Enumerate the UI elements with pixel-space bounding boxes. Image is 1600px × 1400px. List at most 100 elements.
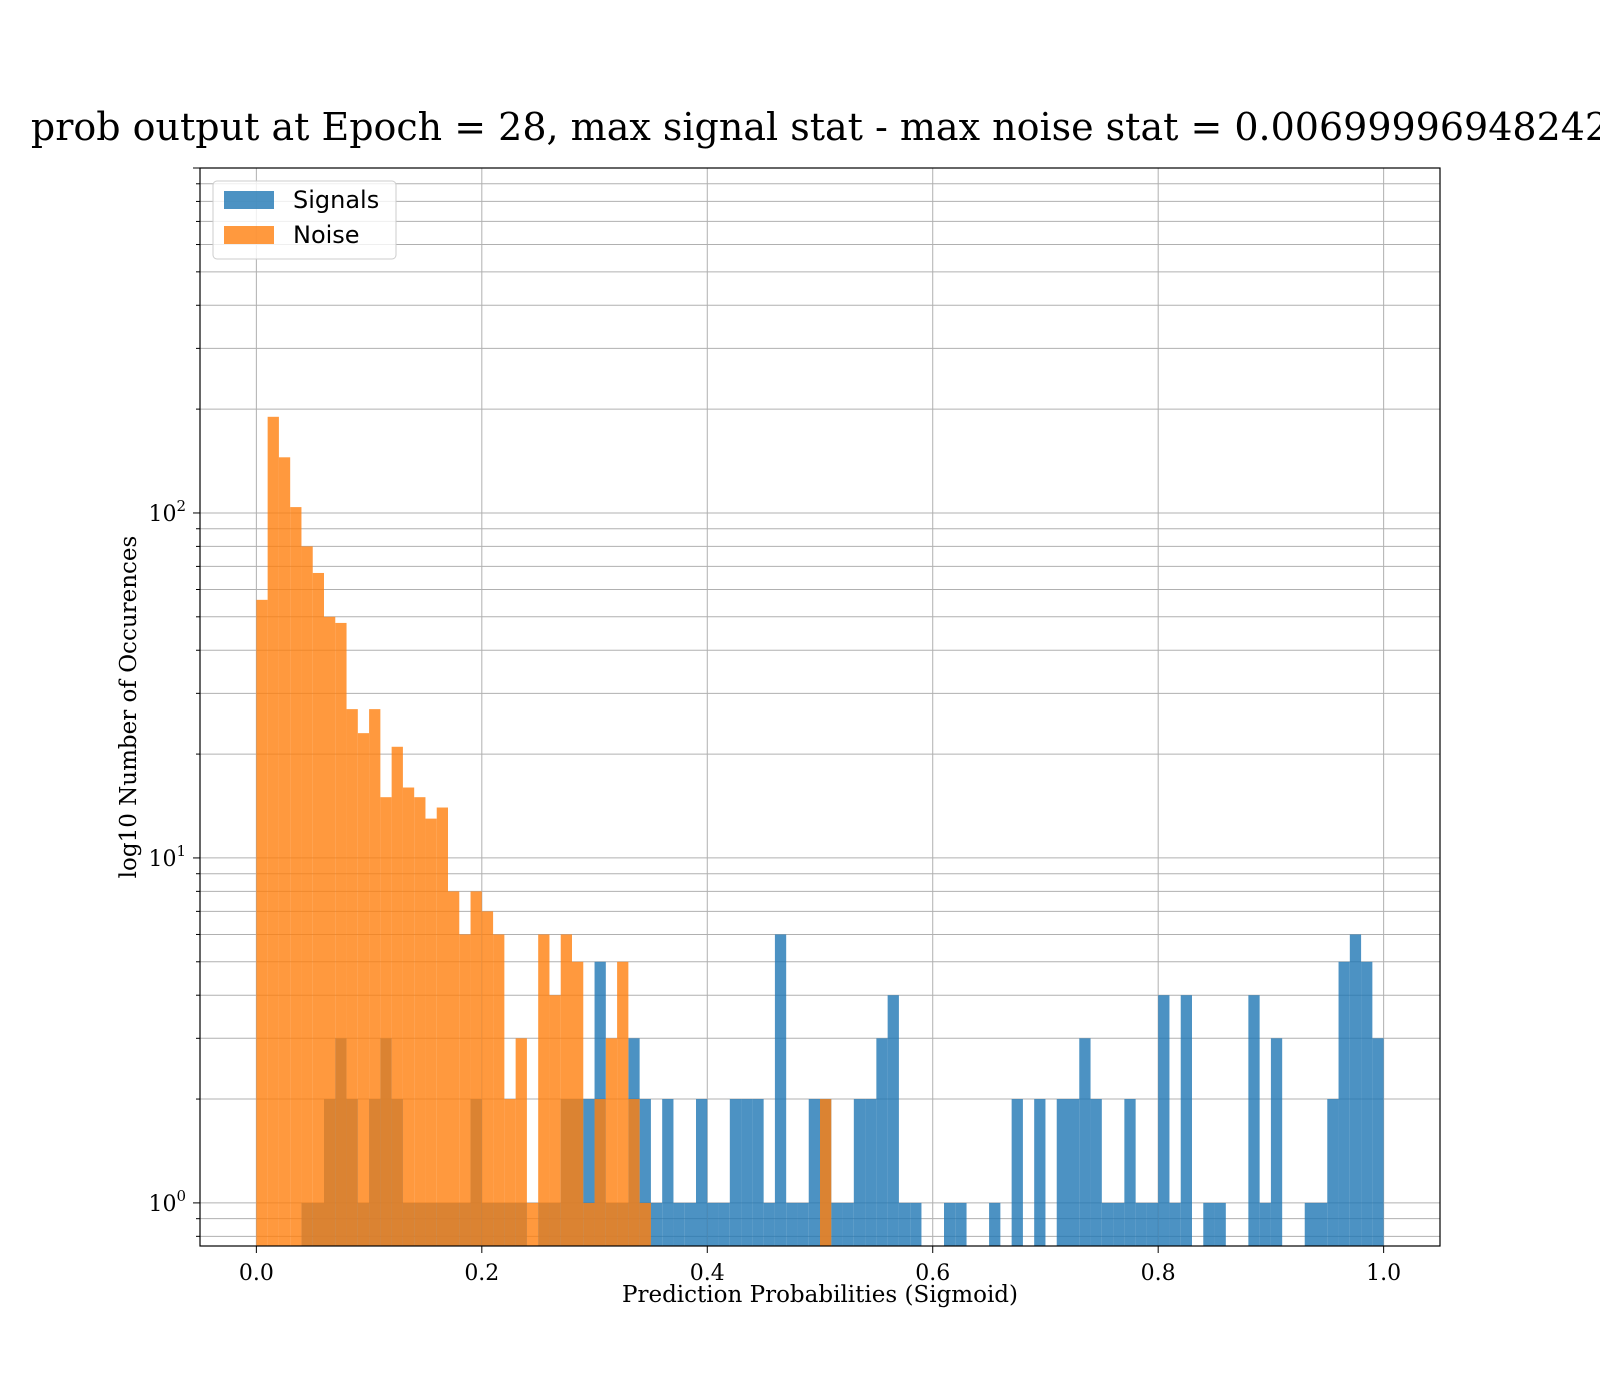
- bar-noise: [459, 934, 471, 1246]
- bar-noise: [414, 797, 426, 1246]
- bar-noise: [560, 934, 572, 1246]
- bar-signals: [662, 1099, 674, 1246]
- bar-noise: [290, 507, 302, 1246]
- bar-signals: [876, 1038, 888, 1246]
- bar-noise: [324, 616, 336, 1246]
- bar-signals: [1101, 1202, 1114, 1246]
- bar-signals: [1361, 961, 1373, 1246]
- bar-noise: [628, 1099, 640, 1246]
- series-noise: [256, 416, 832, 1246]
- bar-noise: [436, 807, 448, 1246]
- bar-signals: [707, 1202, 719, 1246]
- bar-signals: [1248, 995, 1260, 1246]
- bar-signals: [684, 1202, 696, 1246]
- bar-noise: [820, 1099, 832, 1246]
- bar-signals: [718, 1202, 730, 1246]
- x-tick-label: 0.0: [239, 1261, 274, 1286]
- bar-signals: [673, 1202, 685, 1246]
- bar-signals: [1146, 1202, 1159, 1246]
- bar-noise: [402, 787, 415, 1246]
- bar-noise: [572, 961, 584, 1246]
- bar-noise: [538, 934, 550, 1246]
- x-tick-label: 0.4: [690, 1261, 725, 1286]
- bar-signals: [1135, 1202, 1147, 1246]
- legend-swatch-signals: [224, 191, 274, 209]
- bar-signals: [1316, 1202, 1328, 1246]
- bar-noise: [346, 709, 358, 1246]
- bar-noise: [448, 891, 460, 1246]
- bar-noise: [312, 572, 324, 1246]
- bar-noise: [470, 891, 482, 1246]
- bar-noise: [504, 1099, 516, 1246]
- bar-signals: [583, 1099, 595, 1246]
- bar-noise: [493, 934, 505, 1246]
- x-axis-label: Prediction Probabilities (Sigmoid): [622, 1282, 1018, 1308]
- bar-signals: [808, 1099, 820, 1246]
- bar-noise: [357, 733, 370, 1246]
- bar-signals: [887, 995, 899, 1246]
- bar-signals: [1011, 1099, 1023, 1246]
- bar-noise: [301, 546, 313, 1246]
- bar-signals: [1214, 1202, 1226, 1246]
- bar-signals: [989, 1202, 1001, 1246]
- bar-signals: [1034, 1099, 1046, 1246]
- axis-ticks: 0.0 0.2 0.4 0.6 0.8 1.0 100 101 102: [148, 167, 1401, 1286]
- bar-signals: [955, 1202, 967, 1246]
- x-tick-label: 0.2: [464, 1261, 499, 1286]
- legend-label-noise: Noise: [293, 221, 360, 249]
- bar-signals: [831, 1202, 843, 1246]
- bar-signals: [1372, 1038, 1384, 1246]
- bar-signals: [853, 1099, 866, 1246]
- bar-noise: [481, 911, 494, 1246]
- histogram-bars: [256, 416, 1384, 1246]
- bar-noise: [278, 457, 291, 1246]
- bar-noise: [369, 709, 381, 1246]
- legend-label-signals: Signals: [293, 186, 379, 214]
- bar-signals: [944, 1202, 956, 1246]
- bar-signals: [1113, 1202, 1125, 1246]
- bar-signals: [797, 1202, 809, 1246]
- bar-noise: [583, 1202, 595, 1246]
- bar-signals: [1338, 961, 1350, 1246]
- bar-signals: [1180, 995, 1192, 1246]
- bar-noise: [515, 1038, 527, 1246]
- x-tick-label: 0.8: [1141, 1261, 1176, 1286]
- bar-signals: [1259, 1202, 1271, 1246]
- y-tick-label: 100: [148, 1187, 186, 1217]
- x-tick-label: 0.6: [915, 1261, 950, 1286]
- bar-noise: [639, 1202, 651, 1246]
- bar-signals: [1169, 1202, 1181, 1246]
- bar-signals: [696, 1099, 708, 1246]
- y-axis-label: log10 Number of Occurences: [116, 536, 142, 879]
- bar-signals: [763, 1202, 775, 1246]
- bar-signals: [1203, 1202, 1215, 1246]
- bar-noise: [380, 797, 392, 1246]
- bar-noise: [391, 746, 403, 1246]
- bar-signals: [1158, 995, 1170, 1246]
- chart-title: prob output at Epoch = 28, max signal st…: [31, 105, 1600, 149]
- y-tick-label: 102: [148, 497, 186, 527]
- bar-noise: [425, 818, 437, 1246]
- bar-signals: [1327, 1099, 1339, 1246]
- x-tick-label: 1.0: [1366, 1261, 1401, 1286]
- bar-noise: [549, 995, 561, 1246]
- bar-signals: [842, 1202, 854, 1246]
- bar-signals: [786, 1202, 798, 1246]
- bar-signals: [898, 1202, 911, 1246]
- bar-signals: [1090, 1099, 1102, 1246]
- bar-signals: [1068, 1099, 1080, 1246]
- plot-area-frame: [199, 167, 1441, 1247]
- bar-signals: [1124, 1099, 1136, 1246]
- bar-signals: [741, 1099, 753, 1246]
- bar-signals: [1304, 1202, 1316, 1246]
- bar-signals: [910, 1202, 922, 1246]
- bar-signals: [1349, 934, 1362, 1246]
- bar-signals: [639, 1099, 651, 1246]
- bar-signals: [774, 934, 787, 1246]
- bar-signals: [1056, 1099, 1068, 1246]
- bar-signals: [650, 1202, 663, 1246]
- bar-signals: [865, 1099, 877, 1246]
- y-tick-label: 101: [148, 842, 186, 872]
- bar-noise: [605, 1038, 618, 1246]
- bar-signals: [1270, 1038, 1283, 1246]
